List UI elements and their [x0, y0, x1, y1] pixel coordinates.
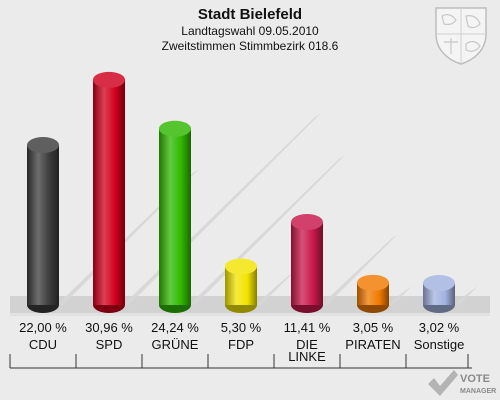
bar-shadow: [453, 286, 478, 305]
category-label: LINKE: [288, 349, 326, 364]
value-label: 5,30 %: [221, 320, 262, 335]
chart-subtitle-election: Landtagswahl 09.05.2010: [181, 24, 319, 38]
bar-series: [27, 71, 455, 313]
bar-gr-ne: [159, 120, 191, 313]
chart-title: Stadt Bielefeld: [197, 6, 303, 23]
bar-shadow: [321, 234, 398, 305]
watermark-line2: MANAGER: [460, 388, 496, 395]
value-label: 11,41 %: [284, 320, 331, 335]
category-label: CDU: [29, 337, 57, 352]
checkmark-icon: [428, 370, 458, 396]
chart-subtitle-district: Zweitstimmen Stimmbezirk 018.6: [161, 39, 339, 53]
bar-shadow: [387, 286, 412, 305]
category-label: GRÜNE: [152, 337, 199, 352]
chart-header: Stadt Bielefeld Landtagswahl 09.05.2010 …: [0, 6, 500, 54]
vote-manager-watermark: VOTE MANAGER: [428, 370, 496, 396]
bar-fdp: [225, 258, 257, 313]
bar-sonstige: [423, 275, 455, 313]
bar-die-linke: [291, 214, 323, 313]
watermark-line1: VOTE: [460, 373, 490, 385]
value-label: 24,24 %: [151, 320, 199, 335]
category-label: Sonstige: [414, 337, 465, 352]
bar-shadow: [255, 272, 294, 305]
coat-of-arms-icon: [435, 7, 487, 65]
category-label: FDP: [228, 337, 254, 352]
category-label: DIE: [296, 337, 318, 352]
value-label: 3,02 %: [419, 320, 460, 335]
value-label: 30,96 %: [85, 320, 133, 335]
axis-line: [9, 354, 472, 369]
category-label: PIRATEN: [345, 337, 400, 352]
value-label: 3,05 %: [353, 320, 394, 335]
bar-piraten: [357, 274, 389, 313]
category-label: SPD: [96, 337, 123, 352]
value-label: 22,00 %: [19, 320, 67, 335]
bar-spd: [93, 71, 125, 313]
value-labels: 22,00 % 30,96 % 24,24 % 5,30 % 11,41 % 3,05 %…: [19, 320, 460, 335]
bar-cdu: [27, 137, 59, 313]
